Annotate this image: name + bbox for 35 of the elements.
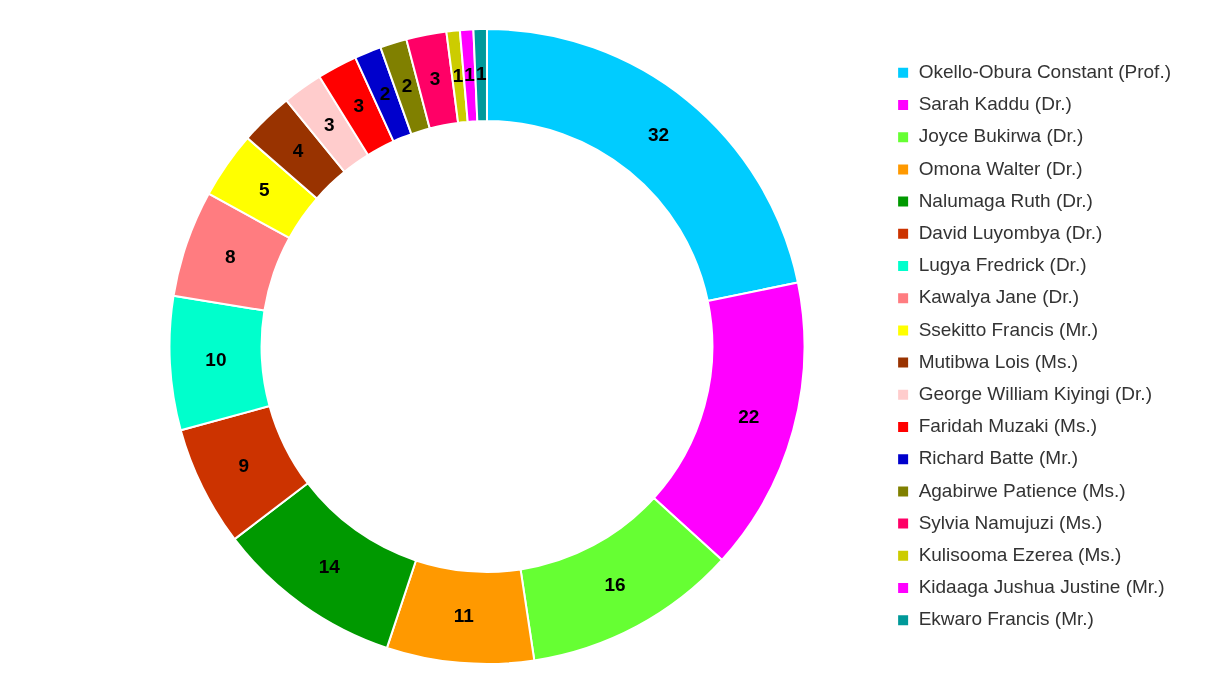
data-label: 4 xyxy=(292,139,304,161)
legend-label: Sarah Kaddu (Dr.) xyxy=(918,93,1072,115)
data-label: 2 xyxy=(401,75,413,97)
data-label: 2 xyxy=(379,83,391,105)
legend-label: Faridah Muzaki (Ms.) xyxy=(918,415,1098,437)
data-label: 3 xyxy=(353,95,365,117)
legend-label: Okello-Obura Constant (Prof.) xyxy=(918,61,1171,83)
data-label: 3 xyxy=(324,113,335,135)
legend-label: David Luyombya (Dr.) xyxy=(918,222,1103,244)
data-label: 3 xyxy=(429,68,441,90)
legend-label: Mutibwa Lois (Ms.) xyxy=(918,350,1079,372)
legend-label: George William Kiyingi (Dr.) xyxy=(918,383,1152,405)
legend-label: Lugya Fredrick (Dr.) xyxy=(918,254,1087,276)
legend-label: Agabirwe Patience (Ms.) xyxy=(918,479,1126,501)
data-label: 9 xyxy=(238,455,249,477)
data-label: 8 xyxy=(224,246,236,268)
legend-label: Sylvia Namujuzi (Ms.) xyxy=(918,511,1103,533)
data-label: 22 xyxy=(738,406,760,428)
data-label: 11 xyxy=(453,605,475,627)
legend-label: Joyce Bukirwa (Dr.) xyxy=(918,125,1084,147)
legend-label: Kawalya Jane (Dr.) xyxy=(918,286,1080,308)
legend-label: Omona Walter (Dr.) xyxy=(918,157,1083,179)
legend-label: Kidaaga Jushua Justine (Mr.) xyxy=(918,576,1165,598)
data-label: 1 xyxy=(475,63,487,85)
legend-label: Richard Batte (Mr.) xyxy=(918,447,1079,469)
data-label: 16 xyxy=(604,574,626,596)
legend-label: Ssekitto Francis (Mr.) xyxy=(918,318,1099,340)
legend-label: Ekwaro Francis (Mr.) xyxy=(918,608,1094,630)
legend-label: Kulisooma Ezerea (Ms.) xyxy=(918,544,1122,566)
legend-label: Nalumaga Ruth (Dr.) xyxy=(918,189,1093,211)
data-label: 1 xyxy=(452,64,464,86)
data-label: 10 xyxy=(205,349,227,371)
data-label: 5 xyxy=(259,179,271,201)
data-label: 32 xyxy=(647,124,670,146)
data-label: 14 xyxy=(318,555,341,577)
